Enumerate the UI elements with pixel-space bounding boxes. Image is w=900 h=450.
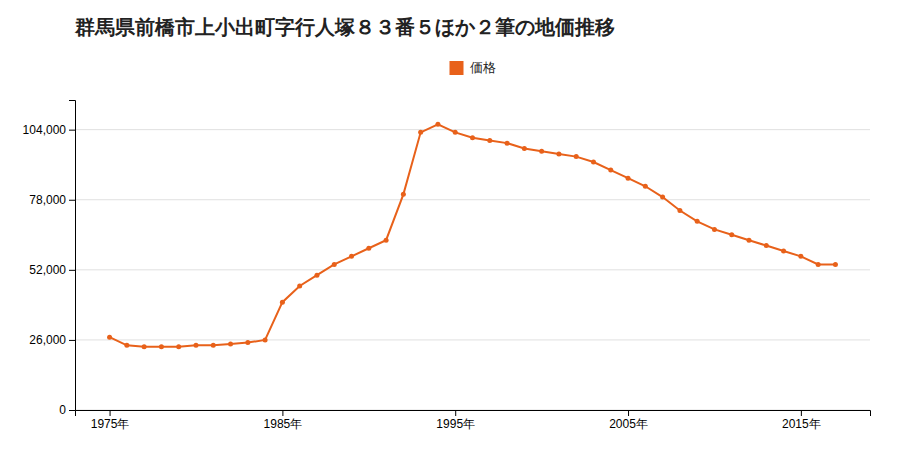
y-tick-label: 52,000 [29, 263, 66, 277]
marker [453, 130, 458, 135]
y-tick-label: 0 [59, 403, 66, 417]
x-tick: 1995年 [436, 410, 475, 431]
marker [591, 160, 596, 165]
marker [366, 246, 371, 251]
x-tick-label: 1995年 [436, 417, 475, 431]
grid [75, 130, 870, 410]
marker [142, 344, 147, 349]
y-tick: 26,000 [29, 333, 75, 347]
marker [556, 151, 561, 156]
x-axis: 1975年 1985年 1995年 2005年 2015年 [76, 410, 871, 431]
marker [764, 243, 769, 248]
y-tick: 0 [59, 403, 75, 417]
chart: 群馬県前橋市上小出町字行人塚８３番５ほか２筆の地価推移 1975年 1985年 199… [0, 0, 900, 450]
x-tick-label: 1975年 [91, 417, 130, 431]
marker [228, 341, 233, 346]
marker [263, 337, 268, 342]
marker [677, 208, 682, 213]
legend-label: 価格 [470, 60, 496, 75]
marker [332, 262, 337, 267]
marker [159, 344, 164, 349]
marker [660, 195, 665, 200]
grid-line [75, 339, 870, 340]
marker [418, 130, 423, 135]
marker [781, 248, 786, 253]
marker [314, 273, 319, 278]
marker [747, 238, 752, 243]
marker [211, 343, 216, 348]
y-tick-mark [69, 410, 75, 411]
marker [522, 146, 527, 151]
marker [695, 219, 700, 224]
legend-item: 価格 [450, 60, 496, 75]
y-tick-mark [69, 130, 75, 131]
marker [505, 141, 510, 146]
marker [176, 344, 181, 349]
marker [833, 262, 838, 267]
y-tick: 52,000 [29, 263, 75, 277]
marker [487, 138, 492, 143]
marker [245, 340, 250, 345]
marker [608, 168, 613, 173]
marks [107, 122, 838, 349]
marker [712, 227, 717, 232]
y-axis-line [69, 101, 76, 411]
marker [539, 149, 544, 154]
marker [626, 176, 631, 181]
legend: 価格 [450, 60, 496, 75]
marker [124, 343, 129, 348]
x-tick-label: 1985年 [264, 417, 303, 431]
y-tick-mark [69, 270, 75, 271]
x-tick-mark [110, 410, 111, 416]
marker [107, 335, 112, 340]
marker [816, 262, 821, 267]
y-tick-label: 78,000 [29, 193, 66, 207]
x-axis-line [76, 411, 871, 417]
title: 群馬県前橋市上小出町字行人塚８３番５ほか２筆の地価推移 [74, 15, 615, 39]
marker [384, 238, 389, 243]
y-tick-mark [69, 340, 75, 341]
plot-area: 1975年 1985年 1995年 2005年 2015年 0 26,000 52,000 78… [23, 101, 871, 431]
marker [297, 284, 302, 289]
x-tick: 2005年 [609, 410, 648, 431]
y-tick: 78,000 [29, 193, 75, 207]
x-tick-mark [628, 410, 629, 416]
marker [401, 192, 406, 197]
marker [798, 254, 803, 259]
y-tick-label: 26,000 [29, 333, 66, 347]
grid-line [75, 199, 870, 200]
x-tick: 1975年 [91, 410, 130, 431]
marker [643, 184, 648, 189]
marker [574, 154, 579, 159]
marker [470, 135, 475, 140]
line [110, 124, 836, 346]
y-tick-label: 104,000 [23, 123, 67, 137]
x-tick-mark [455, 410, 456, 416]
x-tick-label: 2005年 [609, 417, 648, 431]
x-tick-mark [282, 410, 283, 416]
marker [435, 122, 440, 127]
x-tick: 2015年 [782, 410, 821, 431]
marker [729, 232, 734, 237]
x-tick: 1985年 [264, 410, 303, 431]
x-tick-label: 2015年 [782, 417, 821, 431]
marker [280, 300, 285, 305]
y-tick: 104,000 [23, 123, 75, 137]
marker [193, 343, 198, 348]
x-tick-mark [801, 410, 802, 416]
y-tick-mark [69, 200, 75, 201]
legend-swatch [450, 61, 464, 75]
grid-line [75, 269, 870, 270]
grid-line [75, 129, 870, 130]
y-axis: 0 26,000 52,000 78,000 104,000 [23, 101, 76, 418]
marker [349, 254, 354, 259]
